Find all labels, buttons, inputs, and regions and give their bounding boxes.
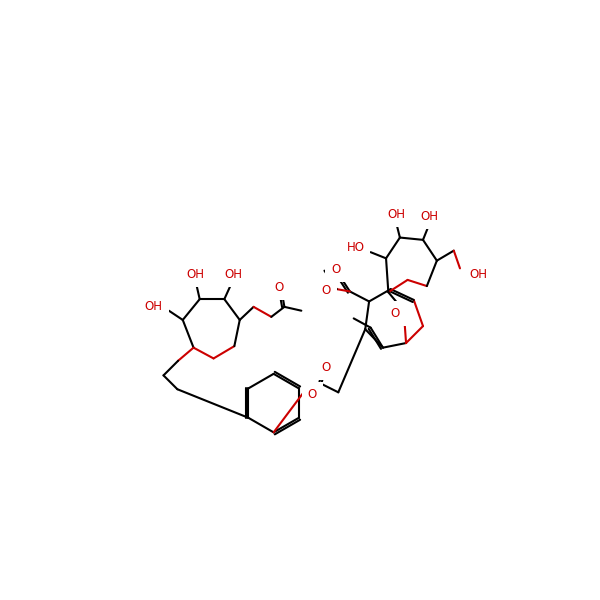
Text: OH: OH <box>224 268 242 281</box>
Text: O: O <box>322 361 331 374</box>
Text: O: O <box>308 388 317 401</box>
Text: HO: HO <box>346 241 364 254</box>
Text: O: O <box>391 307 400 320</box>
Text: O: O <box>322 284 331 297</box>
Text: OH: OH <box>187 268 205 281</box>
Text: O: O <box>274 281 284 294</box>
Text: OH: OH <box>387 208 405 221</box>
Text: OH: OH <box>469 268 487 281</box>
Text: OH: OH <box>145 299 163 313</box>
Text: O: O <box>331 263 341 277</box>
Text: OH: OH <box>420 210 438 223</box>
